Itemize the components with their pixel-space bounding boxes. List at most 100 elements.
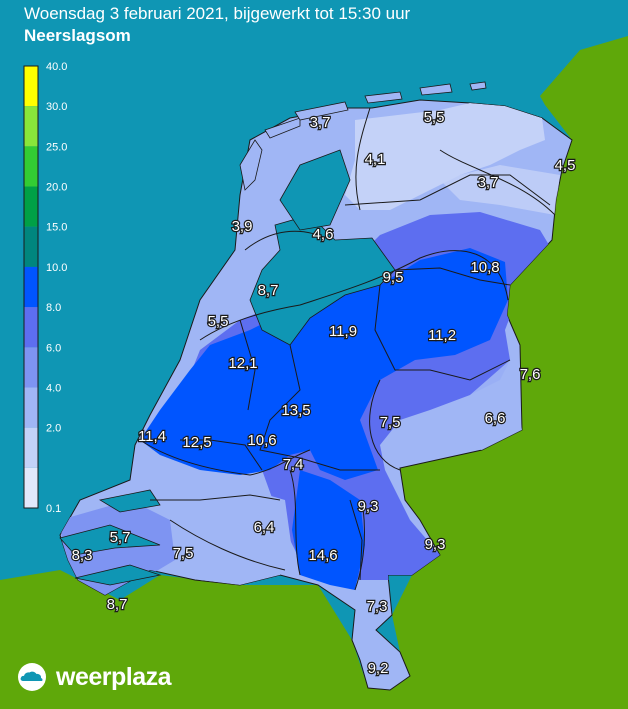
legend-label: 15.0 [46, 222, 67, 234]
precip-value-label: 4,1 [365, 151, 386, 168]
legend-swatch [24, 266, 38, 308]
legend-swatch [24, 66, 38, 107]
border-2 [394, 267, 511, 286]
legend-swatch [24, 146, 38, 187]
border-1 [344, 174, 551, 206]
border-5 [180, 439, 263, 471]
precip-value-label: 8,7 [107, 596, 128, 613]
page-title: Woensdag 3 februari 2021, bijgewerkt tot… [24, 4, 411, 23]
island-terschelling [294, 101, 349, 121]
precip-value-label: 8,7 [258, 282, 279, 299]
border-4 [259, 344, 380, 471]
band-east-6 [440, 360, 522, 450]
zeeland-water-3 [98, 489, 161, 513]
precip-value-label: 12,1 [228, 355, 257, 372]
legend-label: 2.0 [46, 423, 61, 435]
isolines [139, 107, 556, 591]
precip-value-label: 7,4 [283, 456, 304, 473]
cloud-icon [18, 663, 46, 691]
inland-water [59, 149, 396, 586]
isoline-6 [354, 499, 365, 591]
brand-name: weerplaza [56, 662, 172, 691]
isoline-7 [369, 379, 401, 471]
legend-label: 4.0 [46, 382, 61, 394]
brand-logo[interactable]: weerplaza [14, 660, 172, 694]
precip-value-label: 4,6 [313, 226, 334, 243]
isoline-3 [199, 250, 509, 341]
precip-value-label: 12,5 [182, 434, 211, 451]
legend-frame [23, 65, 39, 509]
precip-value-label: 3,9 [232, 218, 253, 235]
ijsselmeer [249, 214, 396, 346]
province-borders [150, 174, 551, 581]
legend-swatch [24, 106, 38, 147]
border-8 [239, 319, 256, 411]
wadden-sea [279, 149, 351, 231]
legend-label: 6.0 [46, 342, 61, 354]
island-schiermonnikoog [419, 83, 453, 96]
precip-value-label: 10,6 [247, 432, 276, 449]
precip-value-label: 9,3 [358, 498, 379, 515]
precip-value-label: 3,7 [310, 114, 331, 131]
band-north-light [345, 103, 545, 210]
precip-value-label: 7,5 [380, 414, 401, 431]
precip-value-label: 9,2 [368, 660, 389, 677]
isoline-9 [169, 519, 286, 571]
zeeland-water-2 [74, 564, 162, 586]
isoline-4 [139, 439, 311, 476]
precip-value-label: 6,6 [485, 410, 506, 427]
precip-value-label: 8,3 [72, 547, 93, 564]
legend-label: 0.1 [46, 503, 61, 515]
island-rottumeroog [469, 81, 487, 91]
precip-value-label: 13,5 [281, 402, 310, 419]
legend-swatch [24, 427, 38, 468]
band-east-light [440, 165, 560, 215]
band-sw-light [175, 490, 292, 585]
zeeland-water-1 [59, 524, 161, 556]
land-germany [0, 36, 628, 709]
isoline-1 [355, 107, 371, 211]
legend-label: 40.0 [46, 61, 67, 73]
legend-label: 25.0 [46, 141, 67, 153]
island-vlieland [264, 117, 301, 139]
precip-value-label: 10,8 [470, 259, 499, 276]
precip-value-label: 11,4 [138, 428, 166, 445]
legend-swatch [24, 307, 38, 348]
value-labels: 3,7 5,5 4,1 4,5 3,7 3,9 4,6 9,5 10,8 8,7 5,5 11,9 11… [70, 108, 576, 678]
border-7 [349, 499, 363, 581]
precip-value-label: 11,2 [428, 327, 456, 344]
legend-swatch [24, 467, 38, 508]
precip-value-label: 9,5 [383, 269, 404, 286]
precip-value-label: 11,9 [329, 323, 357, 340]
island-ameland [364, 91, 403, 104]
precip-value-label: 5,5 [424, 109, 445, 126]
map-subtitle: Neerslagsom [24, 26, 131, 45]
band-south-core [292, 470, 365, 590]
legend-label: 20.0 [46, 182, 67, 194]
legend-swatch [24, 186, 38, 227]
band-core-10 [140, 248, 508, 480]
legend-swatch [24, 226, 38, 267]
precip-value-label: 5,5 [208, 313, 229, 330]
precipitation-legend: 40.0 30.0 25.0 20.0 15.0 10.0 8.0 6.0 4.0 2.0 0.1 [23, 61, 67, 515]
wadden-islands [239, 81, 487, 191]
precip-value-label: 3,7 [478, 174, 499, 191]
island-texel [239, 139, 263, 191]
isoline-8 [439, 149, 556, 216]
precip-value-label: 9,3 [425, 536, 446, 553]
border-3 [374, 284, 511, 381]
border-6 [150, 494, 281, 501]
precip-value-label: 5,7 [110, 529, 131, 546]
legend-label: 10.0 [46, 262, 67, 274]
precip-value-label: 7,6 [520, 366, 541, 383]
precip-value-label: 7,3 [367, 598, 388, 615]
isoline-2 [244, 230, 331, 251]
legend-label: 30.0 [46, 101, 67, 113]
precip-value-label: 14,6 [308, 547, 337, 564]
isoline-5 [289, 469, 301, 576]
legend-swatch [24, 347, 38, 388]
legend-label: 8.0 [46, 302, 61, 314]
precip-value-label: 7,5 [173, 545, 194, 562]
